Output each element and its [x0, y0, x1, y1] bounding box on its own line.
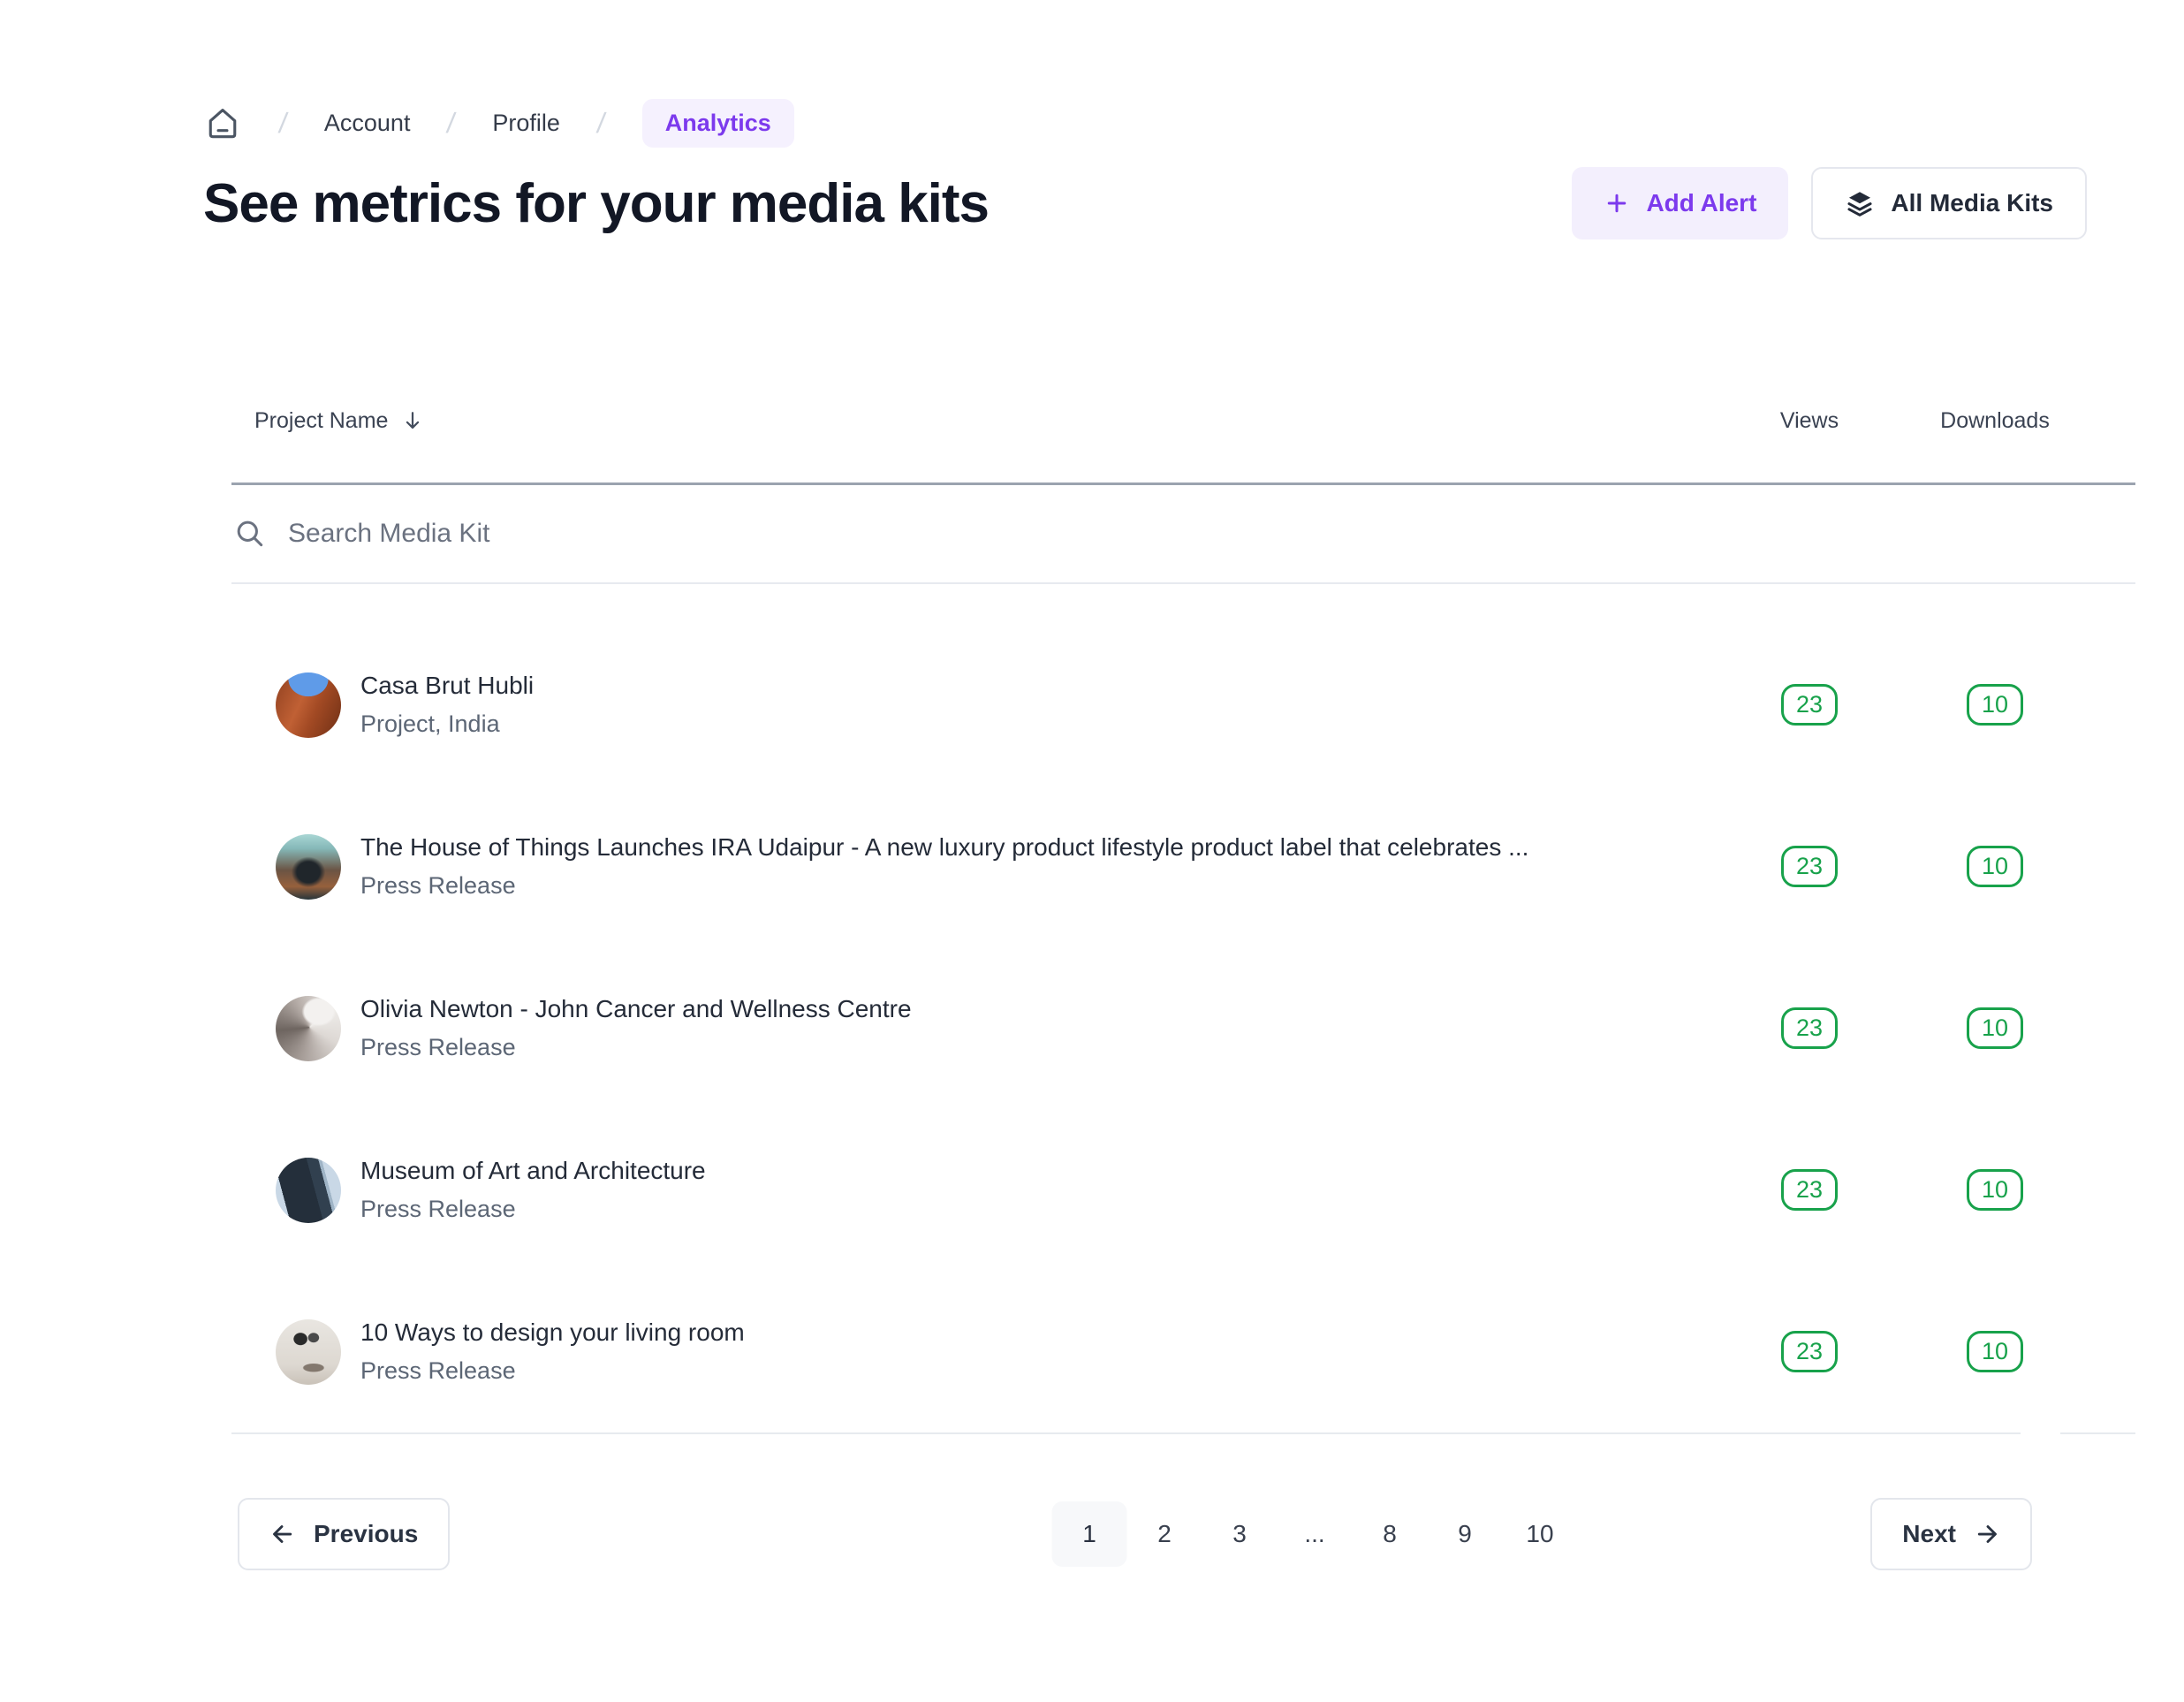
views-badge: 23 [1780, 1007, 1839, 1049]
search-input[interactable] [288, 519, 1525, 549]
row-title: 10 Ways to design your living room [360, 1318, 745, 1346]
breadcrumb-separator: / [444, 107, 458, 139]
search-row [203, 485, 2138, 582]
layers-icon [1845, 188, 1875, 218]
plus-icon [1604, 190, 1630, 217]
breadcrumb-item-profile[interactable]: Profile [492, 110, 560, 136]
views-cell: 23 [1725, 684, 1893, 726]
page-header: See metrics for your media kits Add Aler… [203, 167, 2138, 239]
downloads-cell: 10 [1893, 846, 2097, 887]
pagination-page-3[interactable]: 3 [1202, 1501, 1278, 1567]
column-downloads: Downloads [1940, 407, 2050, 433]
downloads-badge: 10 [1966, 1007, 2024, 1049]
arrow-right-icon [1974, 1521, 2000, 1547]
views-cell: 23 [1725, 846, 1893, 887]
media-kit-rows: Casa Brut Hubli Project, India 23 10 The… [203, 584, 2138, 1432]
breadcrumb-separator: / [595, 107, 608, 139]
downloads-cell: 10 [1893, 1331, 2097, 1372]
row-subtitle: Press Release [360, 1034, 516, 1060]
table-row[interactable]: Casa Brut Hubli Project, India 23 10 [203, 624, 2138, 786]
add-alert-button[interactable]: Add Alert [1572, 167, 1789, 239]
downloads-cell: 10 [1893, 684, 2097, 726]
views-badge: 23 [1780, 684, 1839, 726]
row-subtitle: Project, India [360, 710, 500, 737]
footer-divider [231, 1432, 2138, 1434]
row-text: Olivia Newton - John Cancer and Wellness… [360, 995, 912, 1061]
row-subtitle: Press Release [360, 872, 516, 899]
downloads-badge: 10 [1966, 846, 2024, 887]
pagination-page-9[interactable]: 9 [1428, 1501, 1503, 1567]
row-title: Casa Brut Hubli [360, 672, 535, 699]
pagination-page-1[interactable]: 1 [1051, 1501, 1127, 1567]
breadcrumb-separator: / [277, 107, 290, 139]
row-title: The House of Things Launches IRA Udaipur… [360, 833, 1529, 861]
downloads-badge: 10 [1966, 1331, 2024, 1372]
views-badge: 23 [1780, 846, 1839, 887]
table-row[interactable]: Museum of Art and Architecture Press Rel… [203, 1109, 2138, 1271]
pagination-page-8[interactable]: 8 [1353, 1501, 1428, 1567]
row-avatar [276, 1318, 341, 1385]
breadcrumb: / Account / Profile / Analytics [203, 0, 2138, 148]
row-title: Olivia Newton - John Cancer and Wellness… [360, 995, 912, 1022]
next-label: Next [1902, 1520, 1956, 1547]
row-text: The House of Things Launches IRA Udaipur… [360, 833, 1528, 900]
search-icon [233, 517, 267, 551]
sort-arrow-down-icon [400, 408, 425, 433]
next-button[interactable]: Next [1870, 1498, 2032, 1570]
views-badge: 23 [1780, 1169, 1839, 1211]
project-name-label: Project Name [254, 407, 389, 433]
home-icon[interactable] [203, 104, 242, 143]
row-avatar [276, 833, 341, 900]
views-cell: 23 [1725, 1331, 1893, 1372]
row-title: Museum of Art and Architecture [360, 1157, 706, 1184]
pagination-page-...[interactable]: ... [1278, 1501, 1353, 1567]
table-row[interactable]: 10 Ways to design your living room Press… [203, 1271, 2138, 1432]
previous-label: Previous [314, 1520, 419, 1547]
views-cell: 23 [1725, 1007, 1893, 1049]
pagination: Previous 1 2 3... 8 9 10 Next [203, 1498, 2138, 1574]
row-subtitle: Press Release [360, 1196, 516, 1222]
column-views: Views [1779, 407, 1839, 433]
downloads-cell: 10 [1893, 1169, 2097, 1211]
header-divider [231, 482, 2135, 485]
all-media-kits-label: All Media Kits [1891, 189, 2053, 217]
row-text: 10 Ways to design your living room Press… [360, 1318, 745, 1385]
previous-button[interactable]: Previous [238, 1498, 451, 1570]
search-divider [231, 582, 2135, 584]
views-cell: 23 [1725, 1169, 1893, 1211]
row-text: Museum of Art and Architecture Press Rel… [360, 1157, 706, 1223]
all-media-kits-button[interactable]: All Media Kits [1811, 167, 2087, 239]
column-project-name[interactable]: Project Name [254, 408, 425, 434]
arrow-left-icon [269, 1521, 296, 1547]
pagination-page-2[interactable]: 2 [1127, 1501, 1202, 1567]
breadcrumb-item-analytics[interactable]: Analytics [641, 99, 794, 148]
page-list: 1 2 3... 8 9 10 [1051, 1498, 1578, 1570]
row-subtitle: Press Release [360, 1357, 516, 1384]
downloads-badge: 10 [1966, 684, 2024, 726]
page-title: See metrics for your media kits [203, 172, 990, 234]
breadcrumb-item-account[interactable]: Account [323, 110, 411, 136]
downloads-cell: 10 [1893, 1007, 2097, 1049]
row-avatar [276, 1157, 341, 1223]
table-row[interactable]: The House of Things Launches IRA Udaipur… [203, 786, 2138, 947]
page-content: / Account / Profile / Analytics See metrics f… [203, 0, 2138, 1574]
header-actions: Add Alert All Media Kits [1572, 167, 2087, 239]
table-header: Project Name Views Downloads [203, 399, 2138, 443]
add-alert-label: Add Alert [1646, 189, 1757, 217]
row-avatar [276, 995, 341, 1061]
downloads-badge: 10 [1966, 1169, 2024, 1211]
row-avatar [276, 672, 341, 738]
table-row[interactable]: Olivia Newton - John Cancer and Wellness… [203, 947, 2138, 1109]
views-badge: 23 [1780, 1331, 1839, 1372]
pagination-page-10[interactable]: 10 [1503, 1501, 1578, 1567]
row-text: Casa Brut Hubli Project, India [360, 672, 534, 738]
